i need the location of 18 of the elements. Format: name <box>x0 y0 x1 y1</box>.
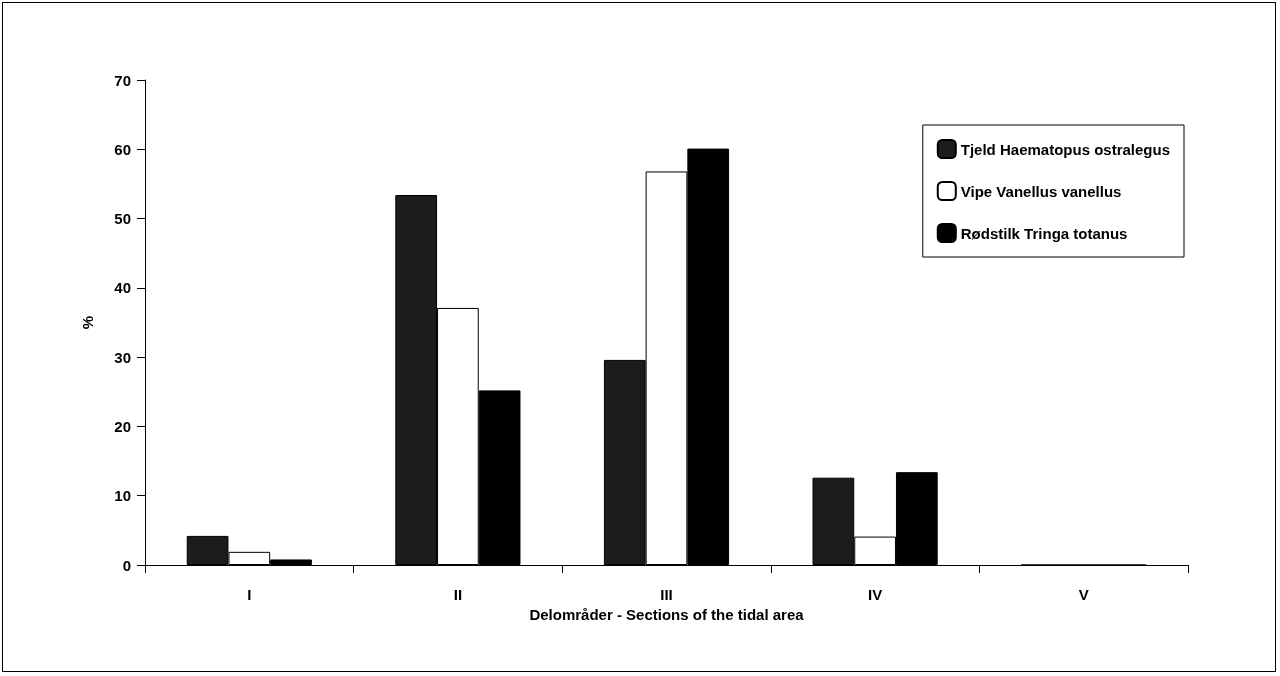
y-tick-label: 20 <box>114 417 131 435</box>
y-tick-label: 40 <box>114 279 131 297</box>
y-tick-label: 70 <box>114 71 131 89</box>
x-tick-label: III <box>660 586 673 603</box>
x-tick-label: II <box>453 586 463 603</box>
y-tick-label: 30 <box>114 348 131 366</box>
legend-label: Vipe Vanellus vanellus <box>960 182 1122 200</box>
x-tick-label: I <box>247 586 252 603</box>
x-axis-title: Delområder - Sections of the tidal area <box>529 606 805 623</box>
y-tick-label: 50 <box>114 210 131 228</box>
y-tick-label: 60 <box>114 140 131 158</box>
legend-label: Rødstilk Tringa totanus <box>960 224 1128 242</box>
y-axis-title: % <box>79 315 96 330</box>
y-tick-label: 0 <box>122 556 131 574</box>
y-tick-label: 10 <box>114 487 131 505</box>
legend-label: Tjeld Haematopus ostralegus <box>960 140 1170 158</box>
x-tick-label: V <box>1078 586 1089 603</box>
x-tick-label: IV <box>868 586 883 603</box>
